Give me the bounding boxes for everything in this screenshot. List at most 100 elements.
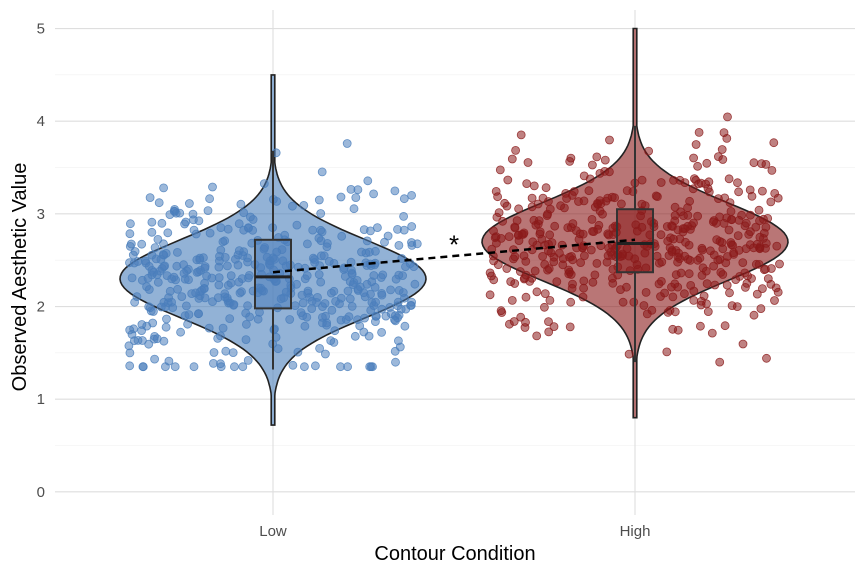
data-point — [317, 167, 327, 177]
data-point — [525, 276, 535, 286]
data-point — [393, 297, 403, 307]
data-point — [616, 285, 625, 295]
data-point — [714, 194, 723, 204]
data-point — [127, 273, 137, 283]
data-point — [717, 145, 727, 154]
data-point — [359, 225, 369, 235]
data-point — [241, 319, 251, 329]
data-point — [222, 261, 232, 271]
data-point — [629, 297, 639, 307]
data-point — [167, 274, 177, 284]
y-tick-label: 0 — [37, 484, 45, 501]
significance-annotation: * — [449, 230, 459, 260]
data-point — [722, 280, 732, 290]
data-point — [550, 221, 560, 231]
data-point — [664, 251, 674, 260]
box-low — [254, 238, 292, 310]
data-point — [152, 334, 162, 344]
data-point — [545, 295, 555, 305]
data-point — [493, 192, 503, 202]
data-point — [347, 269, 357, 279]
data-point — [511, 145, 520, 155]
data-point — [721, 258, 731, 268]
data-point — [747, 191, 757, 201]
data-point — [288, 360, 298, 370]
data-point — [243, 301, 253, 311]
data-point — [363, 176, 373, 186]
data-point — [725, 288, 734, 298]
data-point — [741, 218, 751, 228]
data-point — [637, 175, 647, 185]
data-point — [598, 209, 607, 219]
data-point — [371, 311, 381, 321]
data-point — [194, 293, 204, 303]
data-point — [326, 288, 336, 298]
data-point — [165, 286, 175, 296]
data-point — [369, 189, 379, 199]
data-point — [400, 321, 410, 331]
data-point — [357, 247, 366, 257]
data-point — [618, 297, 628, 307]
data-point — [709, 250, 719, 260]
data-point — [344, 312, 354, 322]
data-point — [566, 297, 576, 307]
data-point — [540, 289, 550, 299]
data-point — [205, 194, 215, 204]
data-point — [362, 236, 372, 246]
data-point — [498, 216, 508, 226]
data-point — [656, 292, 665, 301]
data-point — [183, 319, 193, 329]
data-point — [208, 358, 218, 368]
data-point — [407, 222, 417, 231]
data-point — [590, 270, 600, 280]
data-point — [204, 323, 214, 333]
data-point — [316, 277, 326, 287]
data-point — [169, 206, 179, 216]
data-point — [130, 247, 140, 256]
data-point — [194, 216, 204, 226]
data-point — [506, 277, 516, 287]
data-point — [747, 274, 756, 283]
data-point — [228, 348, 238, 358]
data-point — [359, 327, 369, 337]
data-point — [137, 239, 147, 249]
data-point — [734, 187, 743, 197]
data-point — [303, 288, 313, 298]
data-point — [752, 289, 762, 299]
data-point — [337, 231, 347, 241]
data-point — [656, 230, 666, 240]
data-point — [724, 174, 734, 184]
data-point — [390, 346, 400, 356]
data-point — [199, 283, 209, 293]
data-point — [770, 296, 779, 305]
data-point — [349, 204, 359, 214]
data-point — [715, 357, 725, 367]
data-point — [732, 302, 742, 312]
data-point — [214, 273, 224, 283]
data-point — [707, 328, 717, 338]
data-point — [290, 301, 300, 311]
data-point — [200, 262, 210, 271]
data-point — [214, 280, 224, 290]
data-point — [209, 348, 219, 357]
data-point — [141, 258, 151, 268]
data-point — [556, 201, 565, 211]
data-point — [179, 268, 189, 278]
data-point — [218, 323, 228, 333]
data-point — [503, 175, 513, 185]
data-point — [300, 274, 310, 284]
data-point — [316, 236, 326, 246]
data-point — [549, 322, 559, 332]
data-point — [310, 361, 320, 371]
data-point — [208, 297, 217, 307]
data-point — [766, 197, 776, 207]
data-point — [749, 310, 759, 320]
data-point — [129, 336, 139, 346]
data-point — [552, 277, 562, 287]
data-point — [273, 344, 283, 354]
data-point — [399, 293, 409, 303]
y-tick-label: 4 — [37, 113, 45, 130]
data-point — [691, 140, 701, 149]
data-point — [153, 234, 163, 244]
data-point — [350, 331, 360, 341]
